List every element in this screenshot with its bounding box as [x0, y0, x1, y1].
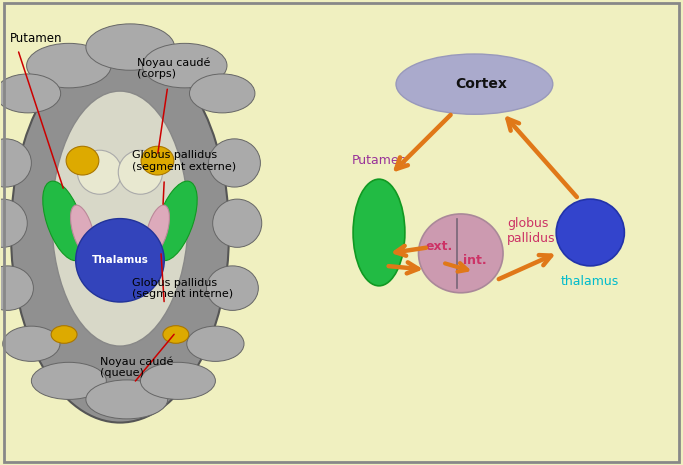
Ellipse shape — [3, 326, 60, 361]
Text: Putamen: Putamen — [10, 33, 62, 46]
Text: Globus pallidus
(segment interne): Globus pallidus (segment interne) — [132, 278, 233, 299]
Ellipse shape — [11, 42, 229, 423]
Ellipse shape — [31, 362, 107, 399]
Ellipse shape — [163, 326, 189, 343]
Ellipse shape — [145, 205, 169, 255]
Text: Cortex: Cortex — [456, 77, 507, 91]
Ellipse shape — [52, 91, 188, 346]
Ellipse shape — [186, 326, 244, 361]
Text: ext.: ext. — [426, 240, 453, 253]
Ellipse shape — [76, 219, 165, 302]
Ellipse shape — [556, 199, 624, 266]
Ellipse shape — [118, 150, 163, 194]
Ellipse shape — [154, 181, 197, 261]
Ellipse shape — [70, 205, 94, 255]
Text: Globus pallidus
(segment externe): Globus pallidus (segment externe) — [132, 150, 236, 172]
Ellipse shape — [77, 150, 122, 194]
Ellipse shape — [43, 181, 85, 261]
Ellipse shape — [353, 179, 405, 286]
Text: Putamen: Putamen — [352, 154, 407, 167]
Text: Noyau caudé
(corps): Noyau caudé (corps) — [137, 57, 210, 79]
Ellipse shape — [0, 139, 31, 187]
Ellipse shape — [212, 199, 262, 247]
Ellipse shape — [0, 199, 27, 247]
Ellipse shape — [27, 43, 111, 88]
Text: int.: int. — [462, 254, 486, 267]
Text: thalamus: thalamus — [561, 275, 619, 288]
Ellipse shape — [86, 380, 168, 419]
Ellipse shape — [419, 214, 503, 293]
Ellipse shape — [143, 43, 227, 88]
Ellipse shape — [51, 326, 77, 343]
Ellipse shape — [0, 266, 33, 310]
Ellipse shape — [141, 146, 174, 175]
Ellipse shape — [189, 74, 255, 113]
Ellipse shape — [66, 146, 99, 175]
Ellipse shape — [141, 362, 215, 399]
Ellipse shape — [206, 266, 258, 310]
Ellipse shape — [86, 24, 174, 70]
Ellipse shape — [0, 74, 61, 113]
Ellipse shape — [396, 54, 553, 114]
Text: globus
pallidus: globus pallidus — [507, 217, 556, 245]
Text: Thalamus: Thalamus — [92, 255, 148, 266]
Ellipse shape — [208, 139, 260, 187]
Text: Noyau caudé
(queue): Noyau caudé (queue) — [100, 356, 173, 378]
